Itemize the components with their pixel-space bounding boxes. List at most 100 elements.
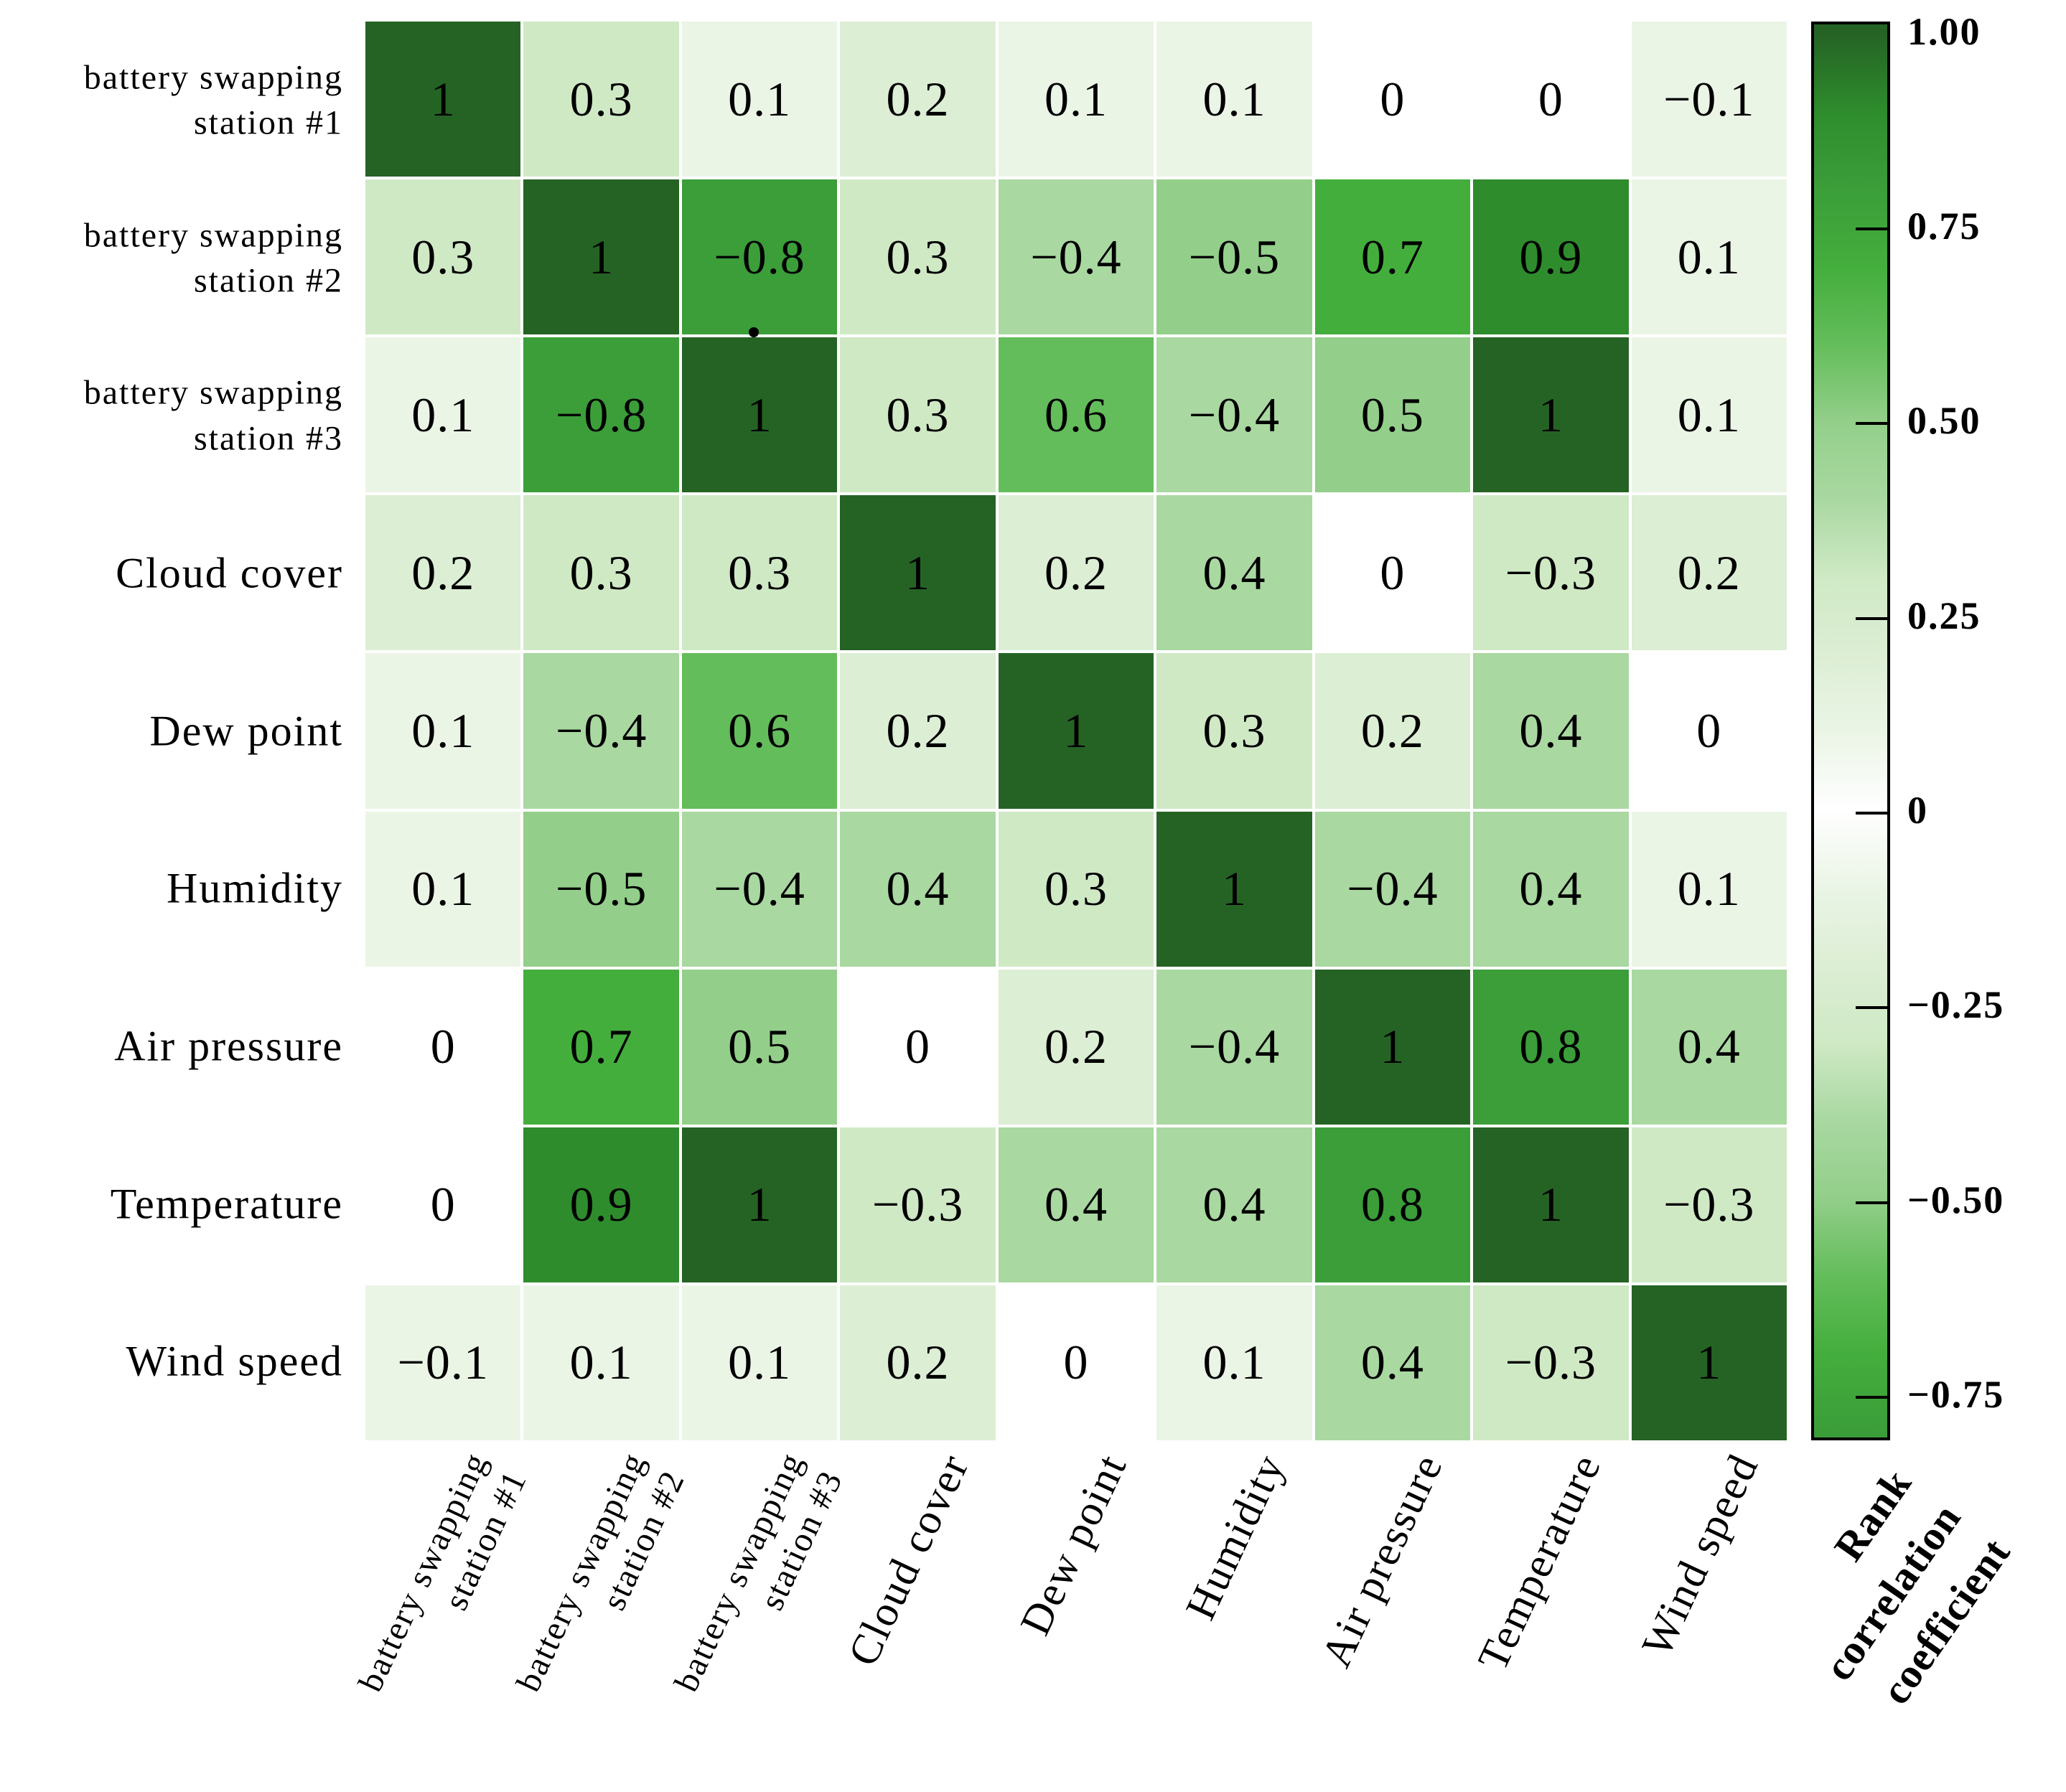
cell-value: 0: [1063, 1335, 1089, 1390]
cell-value: 0.4: [1519, 861, 1583, 916]
cell-value: −0.4: [1347, 861, 1439, 916]
heatmap-cell-r7c5: 0.2: [998, 969, 1154, 1125]
x-label-6: Humidity: [1176, 1446, 1294, 1627]
y-label-4: Cloud cover: [116, 549, 343, 597]
cell-value: 0: [430, 1177, 456, 1232]
heatmap-cell-r8c8: 1: [1473, 1127, 1629, 1282]
cell-value: 0.1: [728, 71, 792, 126]
x-label-4: Cloud cover: [838, 1446, 978, 1673]
x-label-5: Dew point: [1011, 1446, 1136, 1642]
heatmap-cell-r5c1: 0.1: [365, 653, 521, 809]
cell-value: −0.3: [1505, 545, 1597, 600]
cell-value: 0.1: [1677, 387, 1741, 442]
x-label-7: Air pressure: [1312, 1446, 1452, 1674]
heatmap-cell-r9c1: −0.1: [365, 1285, 521, 1440]
cell-value: 0.1: [728, 1335, 792, 1390]
cell-value: 0.3: [886, 229, 950, 284]
heatmap-cell-r1c6: 0.1: [1156, 22, 1312, 177]
cell-value: 0.4: [1202, 545, 1266, 600]
cell-value: 0.2: [1360, 703, 1424, 758]
stray-dot-artifact: [749, 327, 759, 337]
cell-value: 0.2: [886, 1335, 950, 1390]
colorbar-tick-label-0.50: 0.50: [1907, 399, 1981, 443]
heatmap-cell-r6c4: 0.4: [840, 811, 996, 967]
heatmap-cell-r3c1: 0.1: [365, 337, 521, 493]
heatmap-cell-r5c8: 0.4: [1473, 653, 1629, 809]
cell-value: 0.6: [728, 703, 792, 758]
cell-value: 1: [905, 545, 931, 600]
heatmap-cell-r1c5: 0.1: [998, 22, 1154, 177]
cell-value: −0.5: [1188, 229, 1281, 284]
cell-value: −0.1: [397, 1335, 489, 1390]
heatmap-cell-r9c6: 0.1: [1156, 1285, 1312, 1440]
cell-value: 0.2: [411, 545, 475, 600]
heatmap-cell-r3c7: 0.5: [1314, 337, 1471, 493]
heatmap-cell-r4c3: 0.3: [681, 495, 838, 651]
cell-value: 0.3: [411, 229, 475, 284]
heatmap-cell-r9c7: 0.4: [1314, 1285, 1471, 1440]
heatmap-cell-r2c9: 0.1: [1631, 179, 1787, 335]
cell-value: 0: [1538, 71, 1563, 126]
colorbar-tick-mark: [1856, 1395, 1887, 1399]
heatmap-cell-r3c4: 0.3: [840, 337, 996, 493]
cell-value: 1: [1380, 1019, 1406, 1074]
cell-value: −0.4: [714, 861, 805, 916]
heatmap-cell-r6c2: −0.5: [523, 811, 679, 967]
heatmap-cell-r1c3: 0.1: [681, 22, 838, 177]
cell-value: −0.4: [1188, 387, 1281, 442]
colorbar-tick-label-0: 0: [1907, 789, 1928, 832]
heatmap-cell-r5c9: 0: [1631, 653, 1787, 809]
cell-value: 0.1: [1044, 71, 1108, 126]
cell-value: 1: [747, 1177, 772, 1232]
heatmap-cell-r8c6: 0.4: [1156, 1127, 1312, 1282]
heatmap-cell-r2c3: −0.8: [681, 179, 838, 335]
cell-value: 0.2: [1677, 545, 1741, 600]
y-label-6: Humidity: [166, 864, 343, 912]
cell-value: 0.4: [1044, 1177, 1108, 1232]
heatmap-grid: 1 0.3 0.1 0.2 0.1 0.1 0 0 −0.1 0.3 1 −0.8 0.3 −0.4 −0.…: [365, 22, 1787, 1440]
cell-value: 0: [905, 1019, 931, 1074]
cell-value: 0.1: [1202, 1335, 1266, 1390]
heatmap-cell-r7c4: 0: [840, 969, 996, 1125]
cell-value: −0.1: [1663, 71, 1755, 126]
heatmap-cell-r9c2: 0.1: [523, 1285, 679, 1440]
cell-value: 0.8: [1360, 1177, 1424, 1232]
cell-value: 0.7: [569, 1019, 633, 1074]
heatmap-cell-r4c7: 0: [1314, 495, 1471, 651]
heatmap-cell-r3c3: 1: [681, 337, 838, 493]
cell-value: 0: [1380, 71, 1406, 126]
heatmap-cell-r2c8: 0.9: [1473, 179, 1629, 335]
cell-value: 0.3: [1044, 861, 1108, 916]
colorbar-tick-mark: [1856, 227, 1887, 231]
cell-value: 0.9: [569, 1177, 633, 1232]
cell-value: 0.1: [1202, 71, 1266, 126]
colorbar-tick-label-1.00: 1.00: [1907, 9, 1981, 53]
heatmap-cell-r9c4: 0.2: [840, 1285, 996, 1440]
cell-value: 1: [1221, 861, 1247, 916]
colorbar-tick-mark: [1856, 616, 1887, 620]
y-label-7: Air pressure: [114, 1022, 343, 1070]
colorbar-tick-label--0.25: −0.25: [1907, 983, 2005, 1027]
cell-value: 1: [1538, 387, 1563, 442]
colorbar-tick-label--0.50: −0.50: [1907, 1178, 2005, 1221]
heatmap-cell-r3c9: 0.1: [1631, 337, 1787, 493]
heatmap-cell-r6c7: −0.4: [1314, 811, 1471, 967]
cell-value: 0: [1380, 545, 1406, 600]
cell-value: 0.1: [1677, 229, 1741, 284]
colorbar-tick-label--0.75: −0.75: [1907, 1372, 2005, 1416]
colorbar-tick-mark: [1856, 422, 1887, 426]
heatmap-cell-r8c7: 0.8: [1314, 1127, 1471, 1282]
cell-value: 1: [589, 229, 614, 284]
heatmap-cell-r5c5: 1: [998, 653, 1154, 809]
heatmap-cell-r6c1: 0.1: [365, 811, 521, 967]
heatmap-cell-r5c3: 0.6: [681, 653, 838, 809]
heatmap-cell-r9c8: −0.3: [1473, 1285, 1629, 1440]
heatmap-cell-r2c6: −0.5: [1156, 179, 1312, 335]
cell-value: 0.2: [1044, 1019, 1108, 1074]
cell-value: 0.2: [886, 703, 950, 758]
x-label-3: battery swapping station #3: [667, 1446, 851, 1698]
x-label-8: Temperature: [1468, 1446, 1610, 1678]
cell-value: 0.1: [569, 1335, 633, 1390]
cell-value: −0.5: [555, 861, 648, 916]
